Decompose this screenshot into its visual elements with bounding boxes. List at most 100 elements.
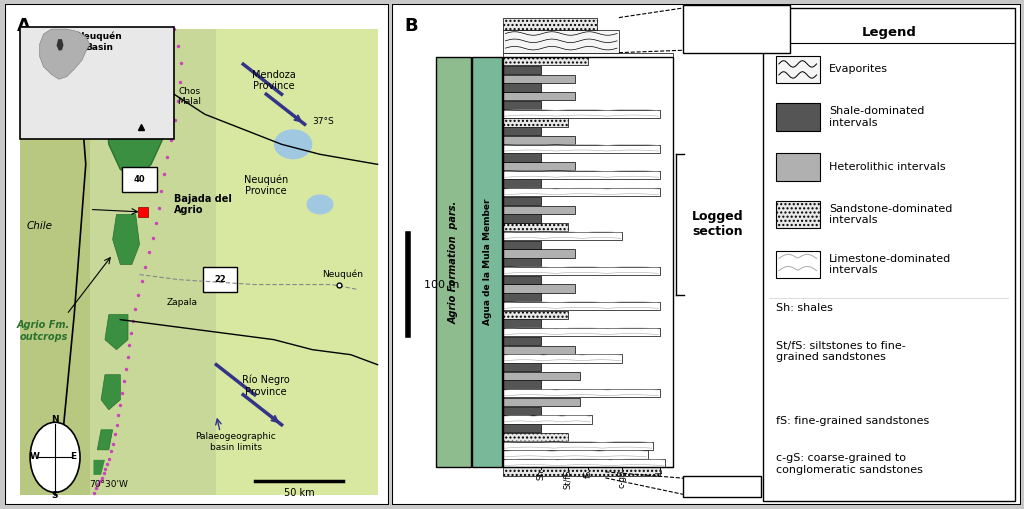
Text: W: W [30,452,40,461]
Ellipse shape [306,194,334,214]
Ellipse shape [274,129,312,159]
Text: Sh: shales: Sh: shales [776,303,833,313]
Polygon shape [105,315,128,350]
FancyBboxPatch shape [683,476,761,497]
Bar [504,180,541,188]
Bar [504,467,659,476]
Bar [504,337,541,345]
Text: A: A [16,17,31,35]
Polygon shape [20,29,90,495]
Bar [504,188,659,196]
Bar [504,285,574,293]
Text: 37°S: 37°S [312,117,334,126]
Text: Chos
Malal: Chos Malal [177,87,202,106]
Bar [504,363,541,371]
Bar [504,319,541,328]
Bar [504,83,541,92]
Bar [504,101,541,109]
Bar [504,18,597,30]
Bar [504,109,659,118]
Text: Chile: Chile [27,221,52,232]
Text: Avilé Mb: Avilé Mb [695,482,749,492]
Text: c-gS: coarse-grained to
conglomeratic sandstones: c-gS: coarse-grained to conglomeratic sa… [776,454,923,475]
Bar [504,433,568,441]
Bar [504,214,541,223]
Text: Neuquén
Basin: Neuquén Basin [77,32,122,51]
Bar [504,354,623,362]
Text: fS: fine-grained sandstones: fS: fine-grained sandstones [776,416,929,426]
Text: Evaporites: Evaporites [829,65,888,74]
Bar [504,381,541,389]
Text: 40: 40 [134,175,145,184]
Text: 22: 22 [214,275,226,284]
Bar [504,66,541,74]
Bar [776,103,820,131]
Text: S: S [52,491,58,500]
Bar [504,415,592,423]
Bar [504,310,568,319]
Bar [504,302,659,310]
Text: Zapala: Zapala [166,298,198,306]
Text: pars.: pars. [722,34,750,44]
Polygon shape [56,39,63,51]
Text: Huitrín Fm: Huitrín Fm [703,18,769,27]
Bar [504,118,568,127]
Bar [472,56,502,467]
Bar [776,55,820,83]
Bar [504,241,541,249]
Bar [504,442,653,450]
Text: Sandstone-dominated
intervals: Sandstone-dominated intervals [829,204,952,225]
Bar [504,197,541,205]
Text: Palaeogeographic
basin limits: Palaeogeographic basin limits [196,433,275,452]
Bar [504,206,574,214]
Text: Agrio Fm.
outcrops: Agrio Fm. outcrops [16,320,71,342]
Bar [504,75,574,83]
Bar [504,346,574,354]
Text: Shale-dominated
intervals: Shale-dominated intervals [829,106,925,128]
Bar [504,407,541,415]
Bar [504,92,574,100]
Bar [504,389,659,398]
Bar [504,162,574,170]
Text: Mendoza
Province: Mendoza Province [252,70,296,91]
Bar [504,30,618,52]
Bar [504,249,574,258]
Text: Logged
section: Logged section [692,210,743,238]
Bar [504,153,541,161]
Text: N: N [51,415,58,424]
Bar [504,223,568,232]
Text: Bajada del
Agrio: Bajada del Agrio [174,193,232,215]
Text: fS: fS [584,470,593,478]
Bar [504,127,541,135]
Bar [504,459,665,467]
Polygon shape [101,375,121,410]
Bar [504,136,574,144]
FancyBboxPatch shape [683,5,790,52]
Polygon shape [97,430,113,450]
Text: c-gS: c-gS [617,470,627,488]
Bar [776,251,820,278]
Bar [504,293,541,301]
Bar [504,232,623,240]
Bar [436,56,471,467]
Text: Neuquén: Neuquén [323,270,364,279]
Polygon shape [113,214,139,265]
Polygon shape [40,29,90,79]
Bar [504,145,659,153]
Bar [504,258,541,266]
Polygon shape [93,460,105,475]
Bar [504,372,580,380]
Bar [504,267,659,275]
Text: Agua de la Mula Member: Agua de la Mula Member [482,199,492,325]
Bar [504,398,580,406]
FancyBboxPatch shape [122,167,157,192]
Bar [504,275,541,284]
Text: Limestone-dominated
intervals: Limestone-dominated intervals [829,253,951,275]
Text: Río Negro
Province: Río Negro Province [243,375,290,397]
Text: 100 m: 100 m [424,279,459,290]
Bar [504,57,589,65]
FancyBboxPatch shape [203,267,238,292]
Bar [504,424,541,433]
Bar [504,52,673,56]
Bar [504,56,673,467]
